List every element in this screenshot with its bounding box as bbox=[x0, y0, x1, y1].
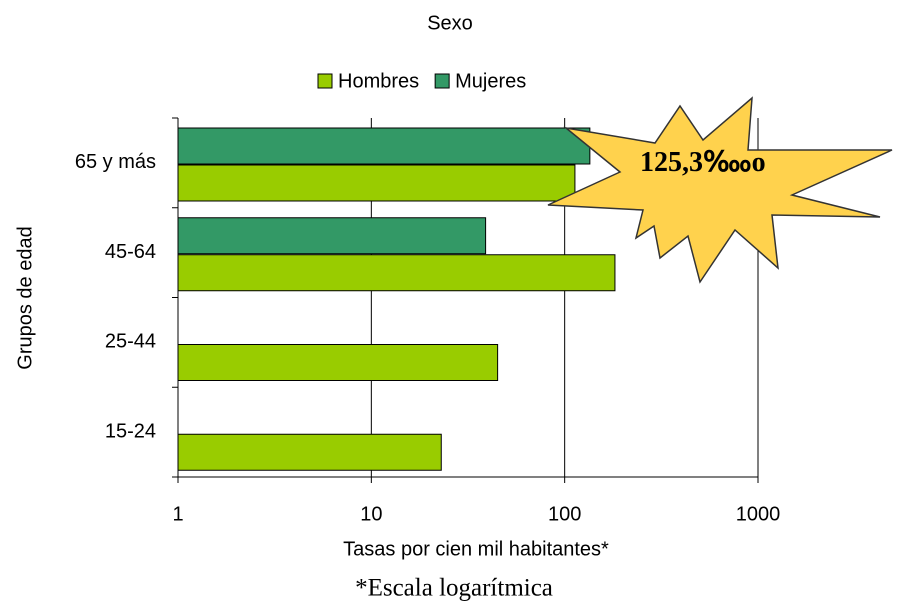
starburst bbox=[547, 96, 893, 284]
note: *Escala logarítmica bbox=[355, 575, 553, 602]
bar bbox=[177, 127, 591, 165]
legend-label: Mujeres bbox=[455, 70, 526, 92]
x-tick-label: 10 bbox=[360, 503, 382, 525]
bar bbox=[177, 217, 487, 255]
bar bbox=[177, 344, 499, 381]
y-axis-label: Grupos de edad bbox=[14, 226, 36, 369]
y-tick-label: 45-64 bbox=[105, 241, 156, 263]
x-tick-label: 1 bbox=[172, 503, 183, 525]
y-tick-label: 65 y más bbox=[75, 151, 156, 173]
y-tick-label: 15-24 bbox=[105, 420, 156, 442]
x-tick-label: 1000 bbox=[736, 503, 781, 525]
legend-label: Hombres bbox=[338, 70, 419, 92]
x-tick-label: 100 bbox=[548, 503, 581, 525]
bar bbox=[177, 433, 442, 471]
legend-swatch bbox=[317, 73, 333, 89]
x-axis-label: Tasas por cien mil habitantes* bbox=[343, 538, 609, 560]
legend-swatch bbox=[434, 73, 450, 89]
y-tick-label: 25-44 bbox=[105, 331, 156, 353]
bar bbox=[177, 164, 576, 202]
annotation: 125,3‱o bbox=[640, 147, 766, 178]
bar bbox=[177, 254, 616, 292]
chart-title: Sexo bbox=[427, 12, 473, 34]
